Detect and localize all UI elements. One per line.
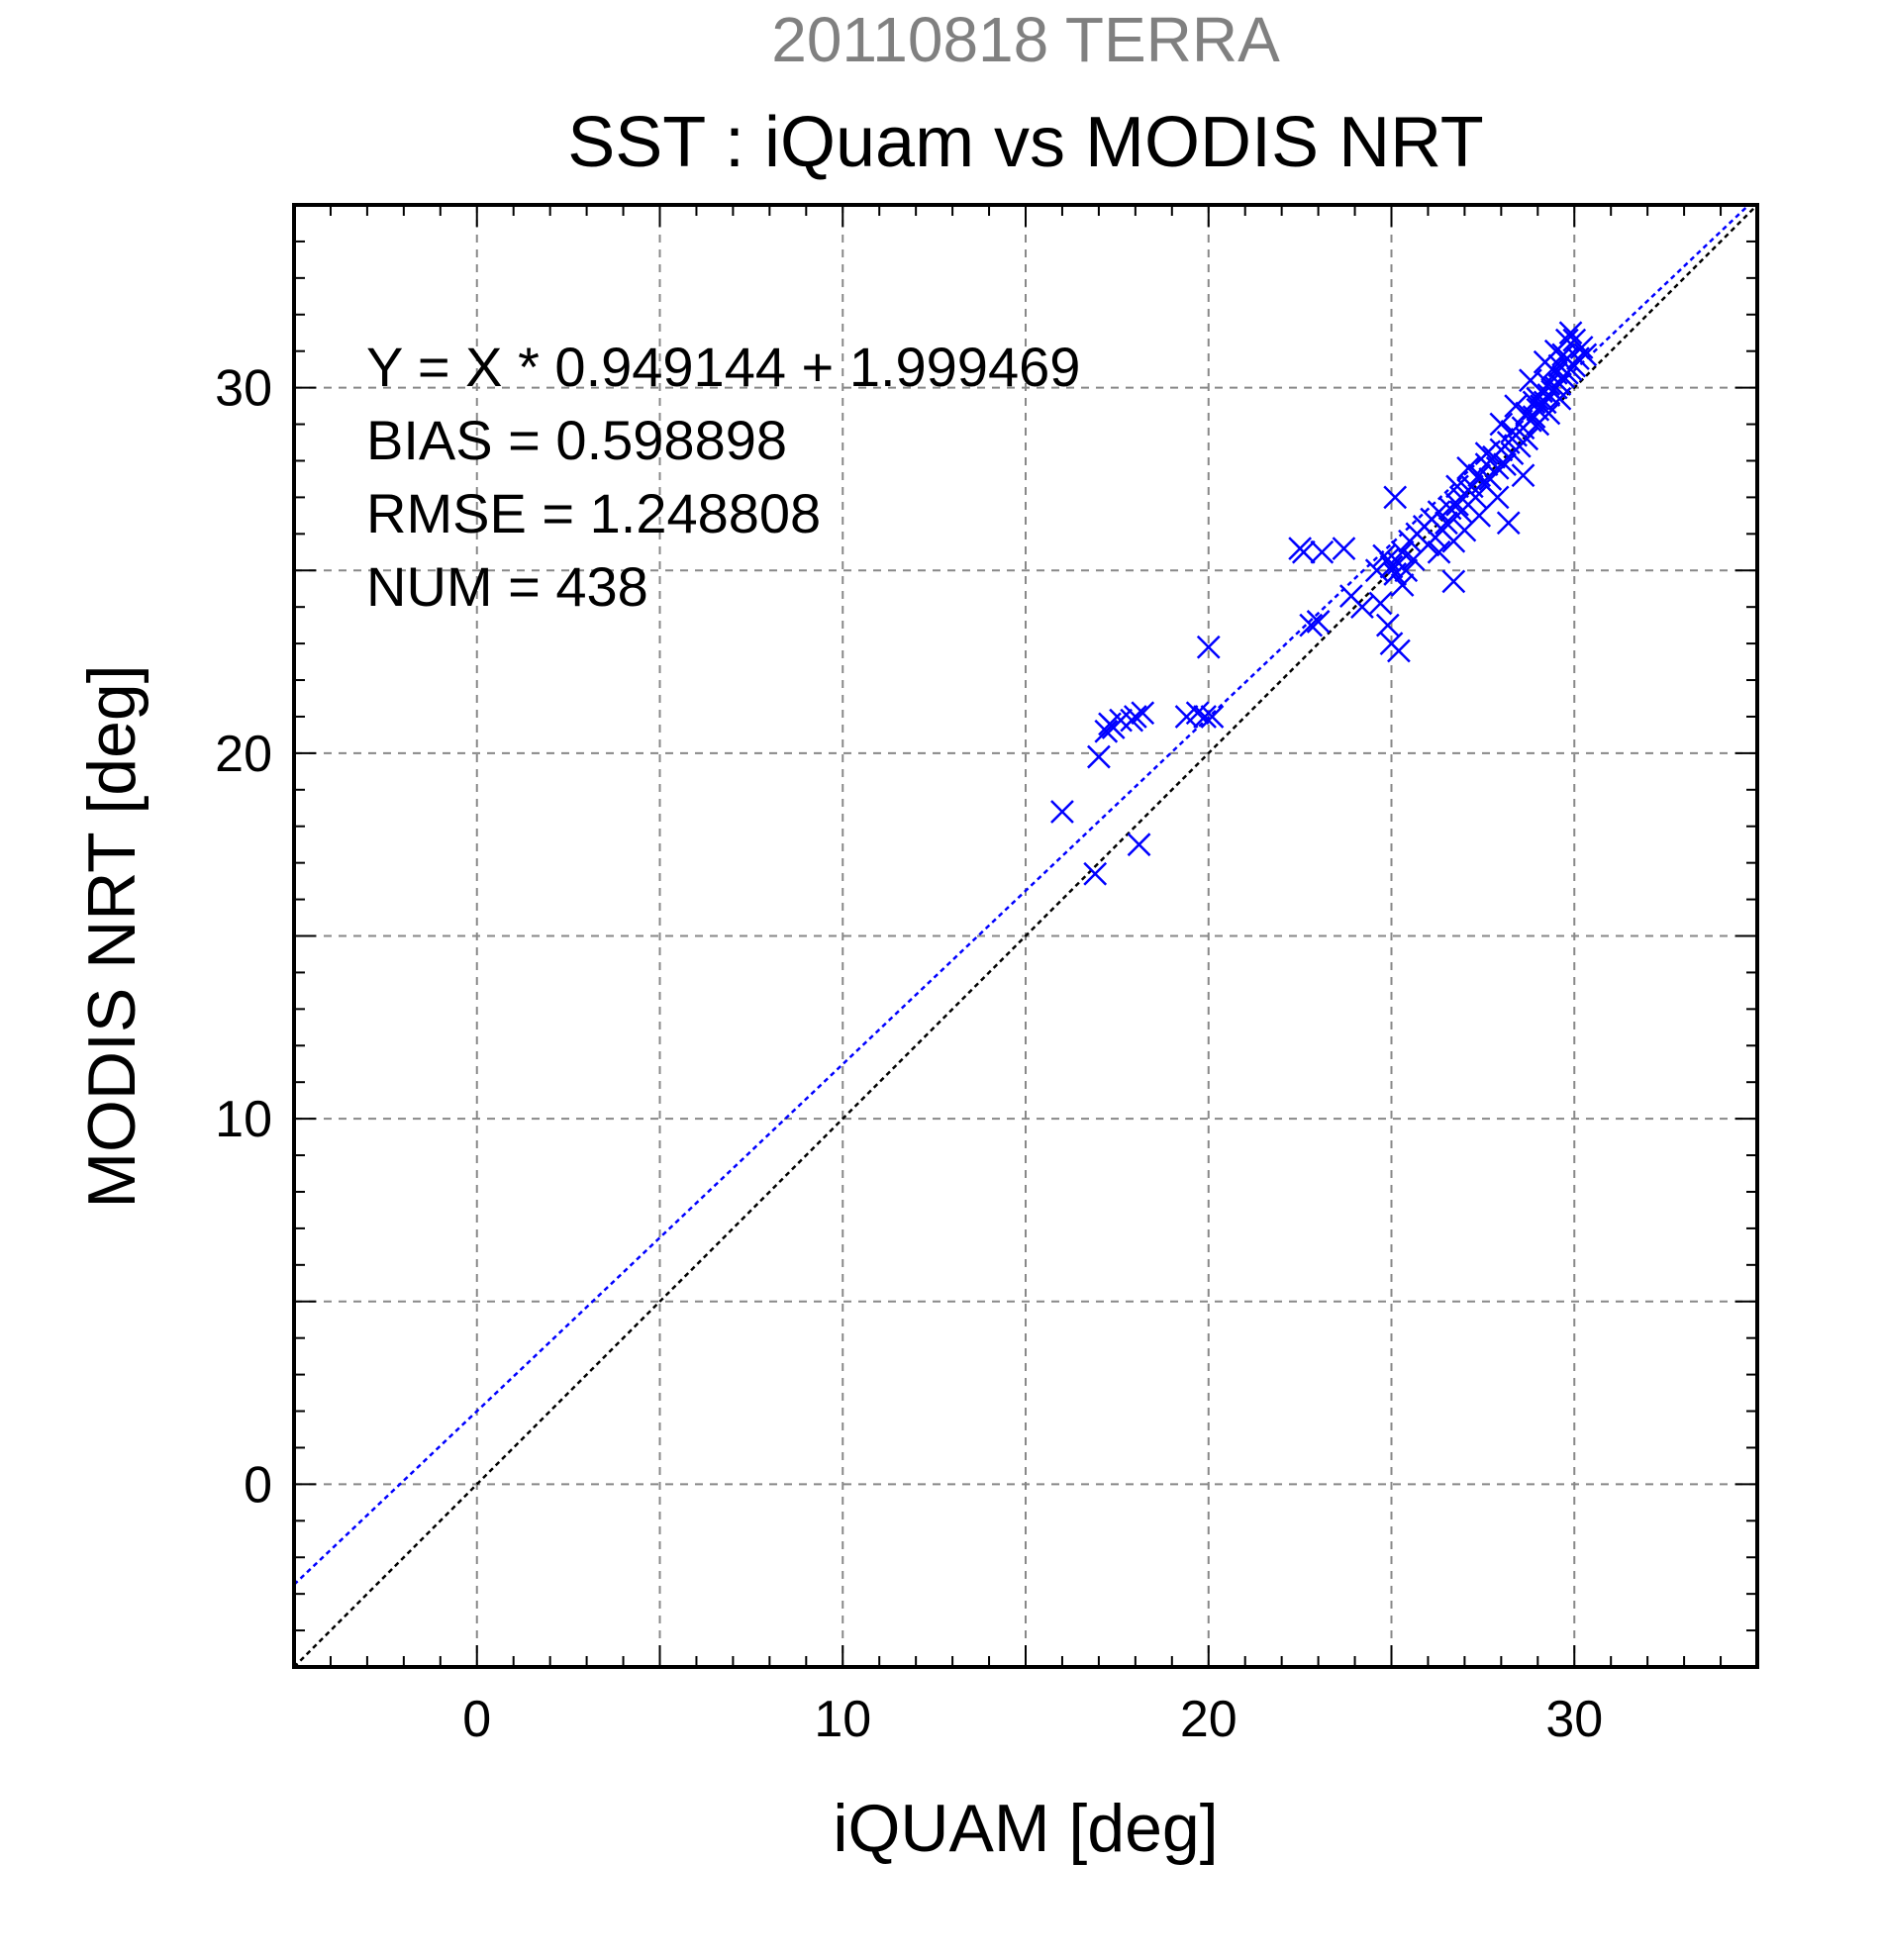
x-tick-label: 30 <box>1545 1691 1603 1748</box>
data-point <box>1131 701 1155 726</box>
data-point <box>1394 558 1419 583</box>
data-point <box>1123 705 1147 729</box>
tick-labels: 0 10 20 30 0 10 20 30 <box>215 360 1603 1748</box>
data-point <box>1504 394 1529 418</box>
data-point <box>1485 485 1510 510</box>
data-point <box>1299 613 1324 637</box>
data-point <box>1445 474 1469 499</box>
bias-value: BIAS = 0.598898 <box>366 409 787 471</box>
data-point <box>1478 467 1503 491</box>
x-tick-label: 10 <box>814 1691 871 1748</box>
data-point <box>1511 463 1535 488</box>
data-point <box>1558 321 1583 345</box>
data-point <box>1050 800 1074 824</box>
data-point <box>1401 547 1426 572</box>
data-point <box>1350 595 1374 620</box>
data-point <box>1427 539 1451 564</box>
data-point <box>1185 701 1210 726</box>
data-point <box>1489 412 1514 437</box>
rmse-value: RMSE = 1.248808 <box>366 482 821 544</box>
data-point <box>1445 492 1469 517</box>
data-point <box>1526 386 1550 411</box>
data-points <box>1050 321 1598 886</box>
data-point <box>1375 613 1400 637</box>
data-point <box>1193 705 1217 729</box>
y-tick-label: 30 <box>215 360 272 418</box>
data-point <box>1368 591 1393 616</box>
data-point <box>1379 554 1404 579</box>
data-point <box>1543 360 1568 385</box>
data-point <box>1306 610 1331 634</box>
data-point <box>1507 434 1532 458</box>
data-point <box>1332 537 1356 560</box>
data-point <box>1094 719 1119 743</box>
fit-equation: Y = X * 0.949144 + 1.999469 <box>366 336 1080 398</box>
y-tick-label: 10 <box>215 1091 272 1148</box>
sample-count: NUM = 438 <box>366 555 648 618</box>
data-point <box>1515 401 1539 426</box>
data-point <box>1083 861 1108 886</box>
x-tick-label: 20 <box>1180 1691 1238 1748</box>
data-point <box>1474 441 1499 465</box>
x-tick-label: 0 <box>462 1691 491 1748</box>
data-point <box>1383 485 1408 510</box>
stats-annotation: Y = X * 0.949144 + 1.999469 BIAS = 0.598… <box>366 336 1080 618</box>
data-point <box>1456 455 1480 480</box>
regression-line <box>293 204 1750 1586</box>
data-point <box>1310 539 1335 564</box>
y-tick-label: 0 <box>244 1456 272 1514</box>
data-point <box>1547 386 1572 411</box>
data-point <box>1435 511 1458 536</box>
data-point <box>1200 705 1225 729</box>
x-axis-label: iQUAM [deg] <box>833 1791 1218 1866</box>
data-point <box>1387 638 1411 663</box>
data-point <box>1109 708 1133 733</box>
chart-title: SST : iQuam vs MODIS NRT <box>567 103 1484 182</box>
y-tick-label: 20 <box>215 726 272 783</box>
data-point <box>1087 744 1111 769</box>
data-point <box>1448 500 1473 525</box>
y-axis-label: MODIS NRT [deg] <box>74 664 149 1208</box>
data-point <box>1536 401 1561 426</box>
data-point <box>1196 635 1221 659</box>
data-point <box>1390 539 1415 564</box>
data-point <box>1500 420 1525 443</box>
chart-suptitle: 20110818 TERRA <box>771 4 1280 75</box>
data-point <box>1496 511 1521 536</box>
data-point <box>1127 833 1151 857</box>
data-point <box>1562 328 1587 352</box>
data-point <box>1441 529 1466 553</box>
data-point <box>1554 346 1579 370</box>
data-point <box>1291 539 1316 564</box>
data-point <box>1441 569 1466 594</box>
grid-lines <box>294 205 1757 1667</box>
plot-frame <box>292 203 1759 1669</box>
data-point <box>1573 343 1598 367</box>
data-point <box>1536 372 1561 396</box>
data-point <box>1390 573 1415 597</box>
